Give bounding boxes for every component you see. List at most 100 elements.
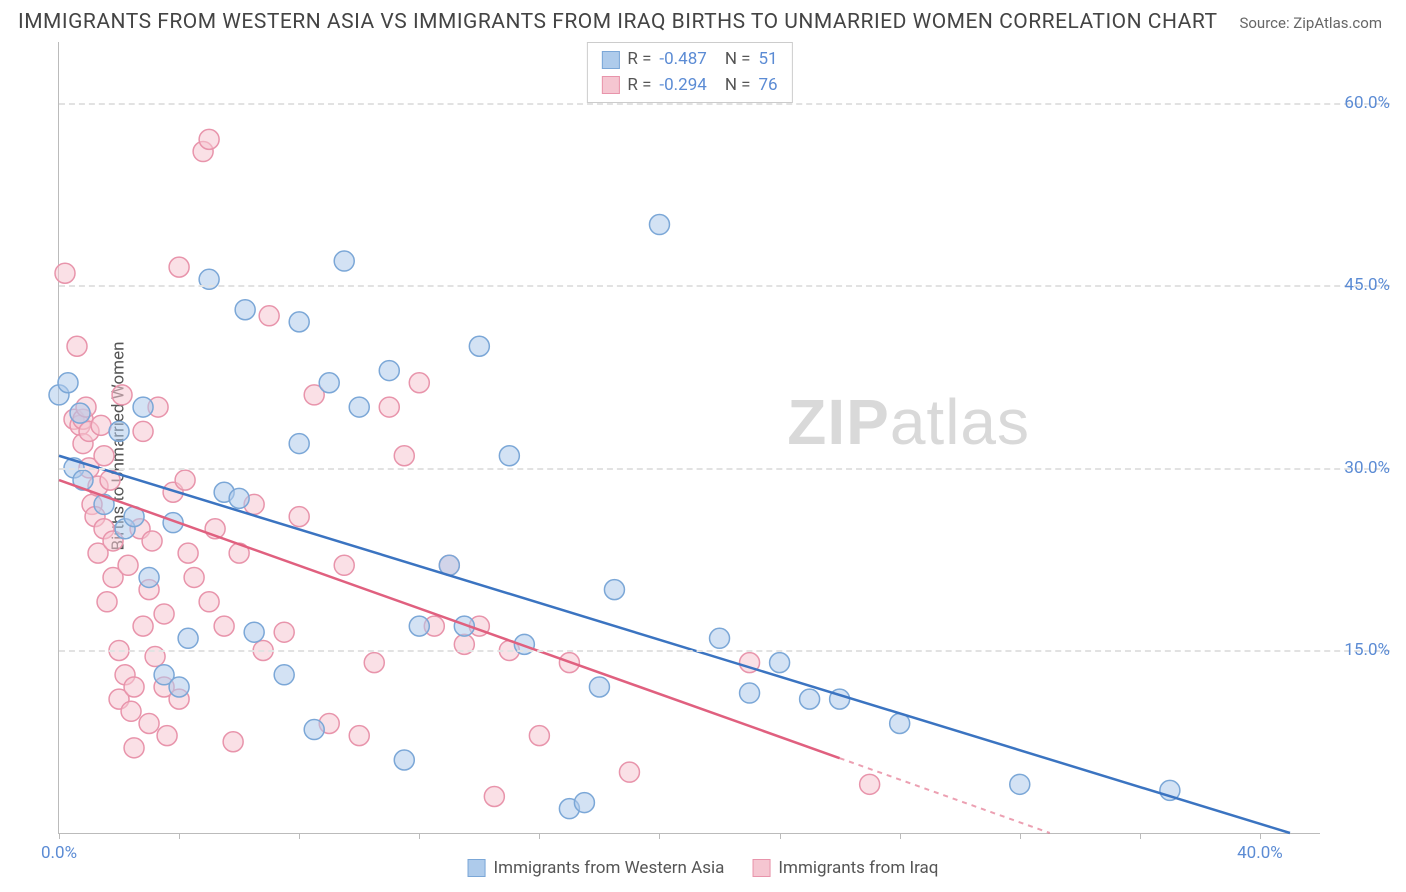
data-point: [1010, 774, 1030, 794]
data-point: [379, 397, 399, 417]
stat-r-value: -0.294: [659, 73, 706, 99]
gridline-h: [59, 468, 1390, 470]
x-tick: [539, 833, 540, 839]
data-point: [142, 531, 162, 551]
series-legend: Immigrants from Western Asia Immigrants f…: [468, 858, 939, 878]
data-point: [133, 616, 153, 636]
data-point: [67, 336, 87, 356]
data-point: [334, 555, 354, 575]
data-point: [133, 397, 153, 417]
data-point: [178, 628, 198, 648]
chart-plot-area: ZIPatlas R = -0.487N = 51R = -0.294N = 7…: [58, 42, 1320, 834]
data-point: [499, 446, 519, 466]
data-point: [70, 403, 90, 423]
data-point: [235, 300, 255, 320]
gridline-h: [59, 285, 1390, 287]
stats-row: R = -0.294 N = 76: [601, 73, 777, 99]
data-point: [649, 215, 669, 235]
data-point: [175, 470, 195, 490]
data-point: [349, 726, 369, 746]
data-point: [770, 653, 790, 673]
source-attribution: Source: ZipAtlas.com: [1239, 14, 1382, 32]
x-tick: [1020, 833, 1021, 839]
data-point: [304, 720, 324, 740]
stat-r-label: R =: [627, 47, 651, 73]
data-point: [274, 665, 294, 685]
data-point: [97, 592, 117, 612]
data-point: [169, 677, 189, 697]
data-point: [124, 738, 144, 758]
legend-label: Immigrants from Iraq: [778, 858, 938, 878]
stat-r-label: R =: [627, 73, 651, 99]
data-point: [364, 653, 384, 673]
x-tick: [419, 833, 420, 839]
x-tick: [780, 833, 781, 839]
legend-item: Immigrants from Western Asia: [468, 858, 725, 878]
stat-n-value: 76: [759, 73, 778, 99]
data-point: [121, 701, 141, 721]
data-point: [274, 622, 294, 642]
data-point: [589, 677, 609, 697]
data-point: [409, 616, 429, 636]
data-point: [259, 306, 279, 326]
regression-line: [59, 456, 1290, 833]
legend-label: Immigrants from Western Asia: [494, 858, 725, 878]
stat-n-value: 51: [759, 47, 778, 73]
data-point: [289, 507, 309, 527]
data-point: [133, 421, 153, 441]
data-point: [91, 415, 111, 435]
data-point: [529, 726, 549, 746]
data-point: [184, 567, 204, 587]
x-tick: [179, 833, 180, 839]
data-point: [619, 762, 639, 782]
data-point: [334, 251, 354, 271]
data-point: [58, 373, 78, 393]
y-tick-label: 15.0%: [1328, 640, 1390, 660]
data-point: [214, 616, 234, 636]
data-point: [289, 312, 309, 332]
legend-swatch: [601, 51, 619, 69]
legend-item: Immigrants from Iraq: [752, 858, 938, 878]
stats-row: R = -0.487 N = 51: [601, 47, 777, 73]
data-point: [860, 774, 880, 794]
data-point: [199, 129, 219, 149]
data-point: [112, 385, 132, 405]
regression-line: [59, 480, 840, 758]
x-tick: [659, 833, 660, 839]
stat-n-label: N =: [725, 47, 751, 73]
data-point: [124, 677, 144, 697]
data-point: [604, 580, 624, 600]
data-point: [394, 446, 414, 466]
legend-swatch: [468, 859, 486, 877]
data-point: [394, 750, 414, 770]
data-point: [118, 555, 138, 575]
x-tick: [299, 833, 300, 839]
regression-line-dashed: [840, 758, 1050, 833]
legend-swatch: [601, 76, 619, 94]
data-point: [289, 434, 309, 454]
data-point: [139, 567, 159, 587]
data-point: [229, 488, 249, 508]
data-point: [109, 421, 129, 441]
data-point: [740, 683, 760, 703]
stat-r-value: -0.487: [659, 47, 706, 73]
data-point: [484, 786, 504, 806]
y-tick-label: 45.0%: [1328, 275, 1390, 295]
legend-swatch: [752, 859, 770, 877]
data-point: [178, 543, 198, 563]
gridline-h: [59, 650, 1390, 652]
data-point: [409, 373, 429, 393]
data-point: [55, 263, 75, 283]
y-tick-label: 30.0%: [1328, 458, 1390, 478]
x-tick-label: 40.0%: [1237, 843, 1283, 863]
data-point: [319, 373, 339, 393]
y-tick-label: 60.0%: [1328, 93, 1390, 113]
data-point: [574, 793, 594, 813]
chart-title: IMMIGRANTS FROM WESTERN ASIA VS IMMIGRAN…: [18, 10, 1218, 34]
data-point: [154, 604, 174, 624]
x-tick: [59, 833, 60, 839]
data-point: [349, 397, 369, 417]
x-tick: [1260, 833, 1261, 839]
stat-n-label: N =: [725, 73, 751, 99]
data-point: [800, 689, 820, 709]
